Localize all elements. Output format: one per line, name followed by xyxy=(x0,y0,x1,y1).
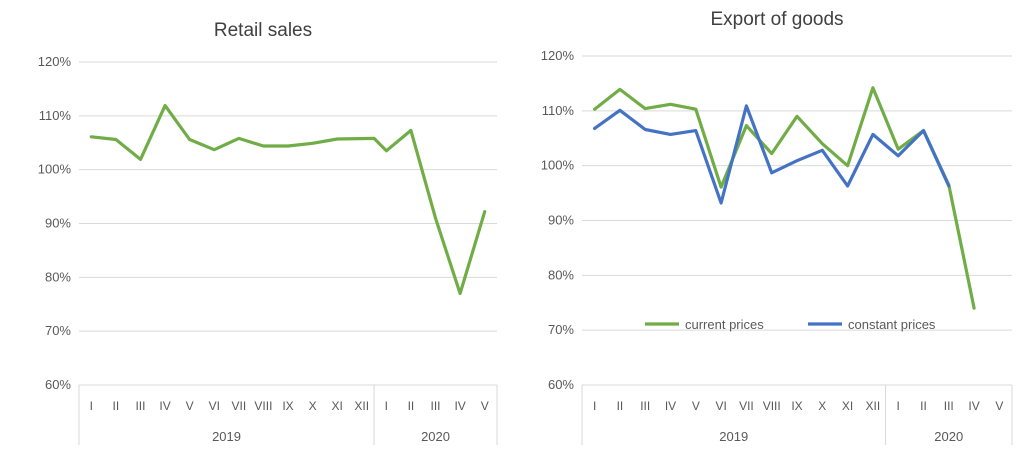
x-tick-label: I xyxy=(897,399,900,413)
series-line-retail xyxy=(89,104,487,296)
x-tick-label: VII xyxy=(739,399,754,413)
x-tick-label: II xyxy=(113,399,120,413)
chart-title: Export of goods xyxy=(710,9,843,30)
y-tick-label: 60% xyxy=(45,377,71,392)
year-label: 2020 xyxy=(421,429,450,444)
x-tick-label: IX xyxy=(791,399,802,413)
y-tick-label: 120% xyxy=(541,48,575,63)
y-tick-label: 100% xyxy=(541,158,575,173)
legend-label: constant prices xyxy=(848,317,936,332)
y-tick-label: 90% xyxy=(45,216,71,231)
x-tick-label: X xyxy=(309,399,317,413)
x-tick-label: VII xyxy=(231,399,246,413)
x-tick-label: VIII xyxy=(763,399,781,413)
y-tick-label: 110% xyxy=(542,103,575,118)
y-tick-label: 80% xyxy=(45,269,71,284)
x-tick-label: I xyxy=(593,399,596,413)
x-tick-label: IV xyxy=(665,399,676,413)
y-tick-label: 70% xyxy=(45,323,71,338)
x-tick-label: XI xyxy=(332,399,343,413)
x-tick-label: XI xyxy=(842,399,853,413)
x-tick-label: IV xyxy=(454,399,465,413)
x-tick-label: V xyxy=(692,399,700,413)
export-of-goods-chart: Export of goods 60% 70% 80% 90% 100% 110% 120% I… xyxy=(512,0,1024,468)
x-tick-label: II xyxy=(408,399,415,413)
series-line-constant-prices xyxy=(593,104,951,205)
x-tick-label: IV xyxy=(159,399,170,413)
x-tick-label: II xyxy=(617,399,624,413)
x-tick-label: V xyxy=(481,399,489,413)
series-line-current-prices xyxy=(593,86,976,310)
x-tick-label: III xyxy=(431,399,441,413)
x-tick-label: VI xyxy=(715,399,726,413)
chart-title: Retail sales xyxy=(214,20,312,41)
legend-label: current prices xyxy=(685,317,764,332)
x-tick-label: III xyxy=(135,399,145,413)
year-label: 2020 xyxy=(934,429,963,444)
x-tick-label: XII xyxy=(866,399,881,413)
y-tick-label: 70% xyxy=(548,322,574,337)
y-tick-label: 80% xyxy=(548,267,574,282)
export-of-goods-chart-svg: Export of goods 60% 70% 80% 90% 100% 110% 120% I… xyxy=(541,9,1013,445)
x-tick-label: XII xyxy=(354,399,369,413)
x-tick-label: X xyxy=(818,399,826,413)
x-tick-label: VI xyxy=(209,399,220,413)
y-tick-label: 90% xyxy=(548,213,574,228)
x-tick-label: II xyxy=(920,399,927,413)
y-tick-label: 60% xyxy=(548,377,574,392)
y-tick-label: 110% xyxy=(39,108,72,123)
year-label: 2019 xyxy=(719,429,748,444)
x-tick-label: IV xyxy=(968,399,979,413)
x-tick-label: V xyxy=(186,399,194,413)
y-tick-label: 120% xyxy=(38,54,72,69)
x-tick-label: I xyxy=(385,399,388,413)
y-tick-label: 100% xyxy=(38,162,72,177)
retail-sales-chart: Retail sales 60% 70% 80% 90% 100% 110% 120% I II I… xyxy=(38,20,498,445)
x-tick-label: VIII xyxy=(254,399,272,413)
x-tick-label: III xyxy=(944,399,954,413)
x-tick-label: I xyxy=(90,399,93,413)
x-tick-label: V xyxy=(995,399,1003,413)
x-tick-label: IX xyxy=(282,399,293,413)
x-tick-label: III xyxy=(640,399,650,413)
year-label: 2019 xyxy=(212,429,241,444)
